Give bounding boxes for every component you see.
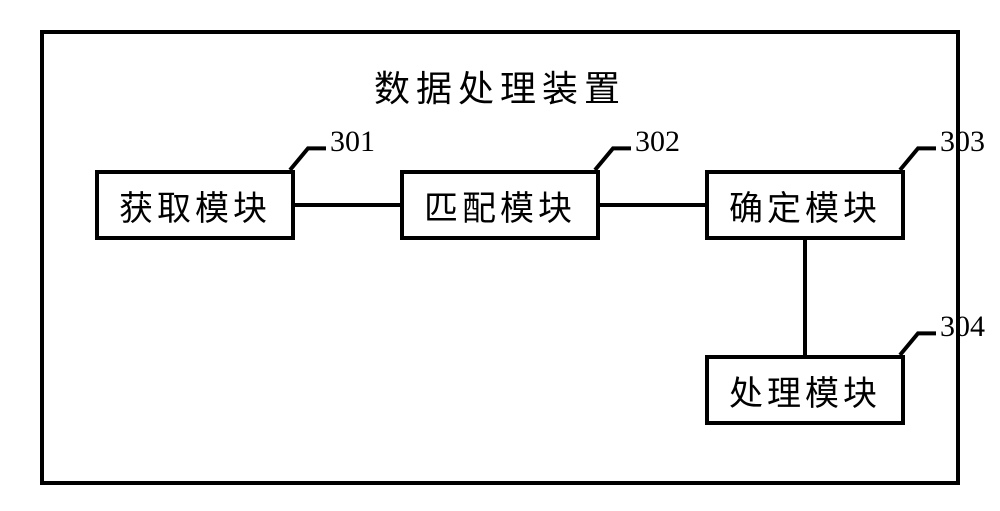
block-number: 303 [940, 125, 985, 159]
block-process: 处理模块 [705, 355, 905, 425]
block-label: 匹配模块 [424, 181, 576, 230]
block-label: 处理模块 [729, 366, 881, 415]
diagram-title: 数据处理装置 [0, 60, 1000, 112]
block-acquire: 获取模块 [95, 170, 295, 240]
block-label: 确定模块 [729, 181, 881, 230]
block-determine: 确定模块 [705, 170, 905, 240]
block-match: 匹配模块 [400, 170, 600, 240]
block-number: 302 [635, 125, 680, 159]
block-number: 304 [940, 310, 985, 344]
block-label: 获取模块 [119, 181, 271, 230]
diagram-canvas: 数据处理装置 获取模块 301 匹配模块 302 确定模块 303 处理模块 304 [0, 0, 1000, 511]
block-number: 301 [330, 125, 375, 159]
